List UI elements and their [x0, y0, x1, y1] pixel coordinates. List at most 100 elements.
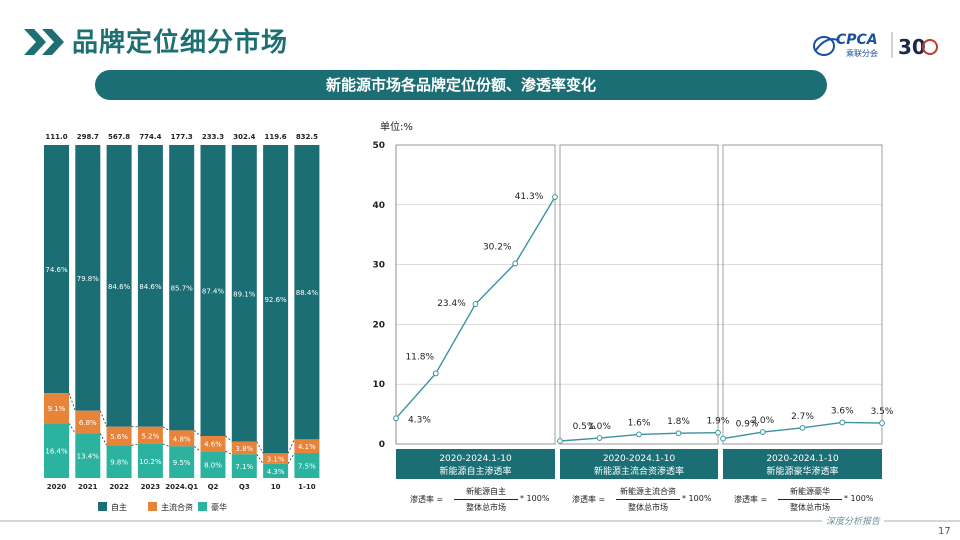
panel-label-box — [396, 449, 555, 479]
data-label: 89.1% — [233, 290, 256, 298]
panel-label-bottom: 新能源主流合资渗透率 — [594, 465, 684, 477]
panel-frame — [722, 144, 883, 445]
y-tick-label: 20 — [372, 320, 385, 330]
formula-numerator: 新能源自主 — [454, 486, 518, 500]
formula-numerator: 新能源豪华 — [778, 486, 842, 500]
y-tick-label: 0 — [379, 440, 385, 450]
bar-segment-self — [137, 145, 163, 427]
category-label: 2021 — [78, 483, 98, 491]
data-label: 41.3% — [515, 192, 544, 202]
connector-line — [162, 426, 170, 431]
data-point — [720, 435, 726, 442]
legend-swatch — [98, 502, 107, 511]
bar-segment-self — [231, 145, 257, 442]
bar-segment-self — [169, 145, 195, 431]
connector-line — [68, 392, 76, 411]
data-label: 5.6% — [110, 433, 128, 441]
anniversary-logo: 30 — [898, 35, 926, 59]
data-point — [799, 424, 806, 431]
formula-denominator: 整体总市场 — [466, 503, 506, 512]
total-label: 774.4 — [139, 133, 161, 141]
bar-segment-jv — [137, 426, 163, 445]
data-point — [759, 429, 766, 435]
data-label: 88.4% — [296, 289, 319, 297]
panel-label-top: 2020-2024.1-10 — [603, 454, 676, 464]
connector-line — [99, 433, 107, 446]
data-label: 85.7% — [171, 285, 194, 293]
data-label: 4.6% — [204, 441, 222, 449]
bar-segment-lux — [106, 445, 132, 478]
total-label: 111.0 — [45, 133, 67, 141]
logo-text: CPCA — [836, 32, 878, 48]
logo-sub: 乘联分会 — [846, 48, 878, 58]
data-label: 8.0% — [204, 462, 222, 470]
total-label: 567.8 — [108, 133, 130, 141]
bar-segment-self — [75, 145, 101, 411]
formula-denominator: 整体总市场 — [628, 503, 668, 512]
legend-label: 豪华 — [211, 502, 227, 512]
connector-line — [193, 430, 201, 437]
bar-segment-jv — [294, 439, 320, 454]
bar-segment-self — [200, 145, 226, 437]
series-line — [722, 421, 883, 440]
category-label: 2024.Q1 — [165, 483, 198, 491]
total-label: 177.3 — [171, 133, 193, 141]
data-label: 92.6% — [264, 296, 287, 304]
formula-left: 渗透率 = — [734, 495, 768, 504]
formula-left: 渗透率 = — [572, 495, 606, 504]
data-label: 9.5% — [173, 459, 191, 467]
chevron-icon — [24, 29, 64, 55]
y-tick-label: 40 — [372, 201, 385, 211]
data-label: 4.1% — [298, 443, 316, 451]
formula-right: * 100% — [844, 494, 874, 503]
data-label: 23.4% — [437, 299, 466, 309]
footer-tag: 深度分析报告 — [822, 514, 885, 527]
formula-right: * 100% — [520, 494, 550, 503]
y-axis-unit-label: 单位:% — [380, 122, 413, 133]
data-label: 84.6% — [139, 283, 162, 291]
data-label: 87.4% — [202, 288, 225, 296]
data-label: 4.3% — [267, 468, 285, 476]
page-number: 17 — [938, 526, 951, 537]
cpca-logo: CPCA 乘联分会 30 — [813, 32, 938, 59]
data-label: 4.8% — [173, 435, 191, 443]
data-label: 10.2% — [139, 458, 162, 466]
data-point — [636, 431, 642, 438]
bar-segment-lux — [294, 453, 320, 478]
bar-segment-lux — [137, 444, 163, 478]
connector-line — [287, 452, 295, 464]
bar-segment-jv — [75, 410, 101, 434]
formula-jv: 渗透率 = 新能源主流合资 整体总市场 * 100% — [572, 486, 722, 514]
bar-segment-lux — [169, 446, 195, 478]
data-point — [839, 419, 846, 426]
data-label: 5.2% — [142, 432, 160, 440]
series-line — [395, 196, 556, 419]
bar-segment-lux — [200, 451, 226, 478]
data-label: 7.5% — [298, 463, 316, 471]
data-label: 9.8% — [110, 459, 128, 467]
data-label: 6.8% — [79, 419, 97, 427]
data-label: 2.0% — [751, 416, 774, 426]
panel-label-top: 2020-2024.1-10 — [439, 454, 512, 464]
bar-segment-lux — [44, 423, 69, 478]
data-label: 30.2% — [483, 242, 512, 252]
bar-segment-self — [263, 145, 289, 454]
bar-segment-self — [294, 145, 320, 440]
bar-segment-jv — [263, 453, 289, 464]
y-tick-label: 50 — [372, 141, 385, 151]
category-label: 1-10 — [298, 483, 316, 491]
data-point — [432, 370, 439, 377]
series-line — [559, 431, 719, 442]
data-label: 1.9% — [707, 417, 730, 427]
y-tick-label: 30 — [372, 261, 385, 271]
data-label: 0.9% — [736, 420, 759, 430]
bar-segment-lux — [231, 454, 257, 478]
category-label: 2023 — [141, 483, 161, 491]
data-label: 1.6% — [628, 418, 651, 428]
data-point — [557, 438, 563, 444]
data-point — [879, 420, 885, 426]
connector-line — [68, 423, 76, 434]
formula-lux: 渗透率 = 新能源豪华 整体总市场 * 100% — [734, 486, 884, 514]
data-label: 3.1% — [267, 456, 285, 464]
legend-label: 自主 — [111, 502, 127, 512]
